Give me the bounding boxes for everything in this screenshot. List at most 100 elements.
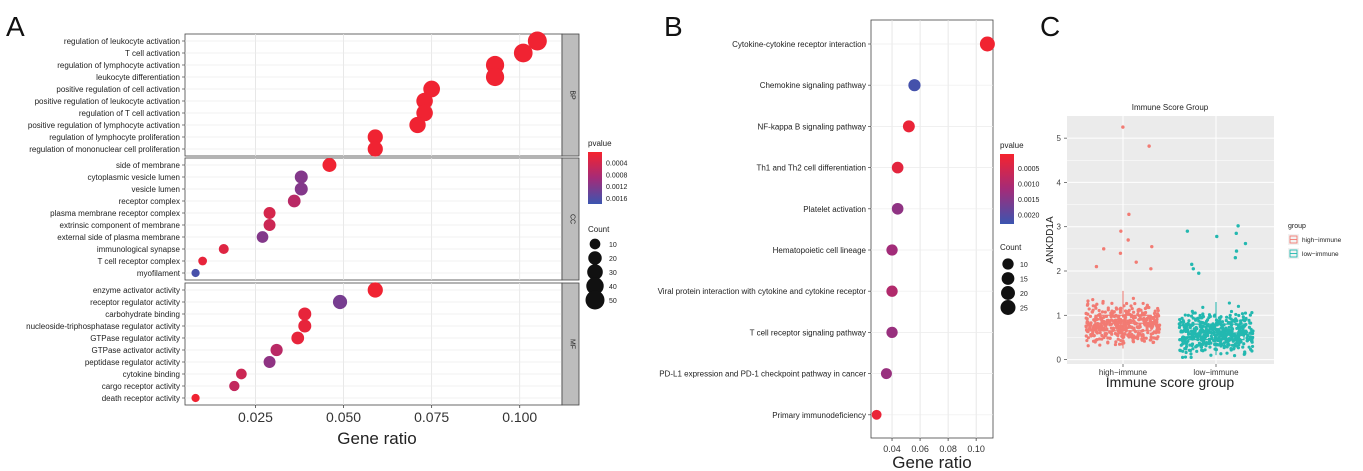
panel-c-point xyxy=(1191,347,1195,351)
panel-c-point xyxy=(1186,339,1190,343)
panel-a-colorbar-tick-label: 0.0008 xyxy=(606,172,628,179)
panel-c-point xyxy=(1142,339,1146,343)
panel-c-point xyxy=(1117,342,1122,346)
panel-c-point xyxy=(1154,319,1159,323)
panel-c-outlier-point xyxy=(1234,249,1239,253)
panel-c-y-tick-label: 3 xyxy=(1057,223,1062,232)
panel-c-point xyxy=(1129,319,1133,323)
panel-a-dot xyxy=(485,67,505,87)
panel-c-legend-label: low−immune xyxy=(1302,251,1339,258)
panel-a-colorbar-tick-label: 0.0016 xyxy=(606,196,628,203)
panel-a-dot xyxy=(263,219,276,231)
panel-c-point xyxy=(1104,333,1108,337)
panel-a-facet-mf: enzyme activator activity receptor regula… xyxy=(26,282,580,406)
panel-c-point xyxy=(1194,345,1198,349)
panel-a-term-label: T cell receptor complex xyxy=(97,257,180,266)
panel-c-point xyxy=(1235,326,1239,331)
panel-c-point xyxy=(1224,326,1228,330)
panel-a-size-legend-label: 40 xyxy=(609,284,617,291)
panel-c-point xyxy=(1187,319,1191,323)
panel-c-point xyxy=(1125,326,1129,330)
panel-c-point xyxy=(1229,348,1233,352)
panel-c-point xyxy=(1214,328,1218,332)
panel-c-point xyxy=(1238,319,1243,323)
panel-a-facet-label: MF xyxy=(569,339,576,349)
panel-c-point xyxy=(1227,325,1231,329)
panel-c-point xyxy=(1183,313,1187,317)
panel-c-y-axis-title: ANKDD1A xyxy=(1045,216,1056,264)
panel-a-dot xyxy=(409,116,426,134)
panel-c-point xyxy=(1143,311,1147,315)
panel-c-point xyxy=(1095,317,1100,321)
panel-c-point xyxy=(1179,343,1183,347)
panel-c-point xyxy=(1194,333,1198,337)
panel-c-point xyxy=(1182,320,1186,324)
panel-c-box xyxy=(1187,323,1245,341)
panel-c-point xyxy=(1204,342,1208,347)
panel-b-term-label: Th1 and Th2 cell differentiation xyxy=(756,164,866,173)
panel-c-point xyxy=(1114,306,1118,310)
panel-c-point xyxy=(1191,329,1196,334)
panel-b-dot xyxy=(908,79,921,92)
panel-c-point xyxy=(1142,319,1147,323)
panel-a-size-legend-label: 30 xyxy=(609,270,617,277)
panel-b-dot xyxy=(891,202,904,215)
panel-c-point xyxy=(1195,327,1199,331)
panel-c-legend-label: high−immune xyxy=(1302,237,1342,244)
panel-c-point xyxy=(1222,344,1226,348)
panel-c-point xyxy=(1084,328,1089,332)
panel-c-point xyxy=(1220,320,1225,324)
panel-a-size-legend-dot xyxy=(585,290,605,310)
panel-c-point xyxy=(1226,320,1230,325)
panel-a-dot xyxy=(263,356,276,368)
panel-b-x-tick-label: 0.06 xyxy=(911,444,929,454)
panel-a-colorbar-tick-label: 0.0004 xyxy=(606,160,628,167)
panel-c-point xyxy=(1249,335,1253,339)
panel-c-point xyxy=(1106,308,1110,312)
panel-c-point xyxy=(1206,334,1210,338)
panel-a-legend: pvalue 0.0004 0.0008 0.0012 0.0016 Count 10… xyxy=(585,139,628,310)
panel-a-term-label: vesicle lumen xyxy=(132,185,180,194)
panel-c-point xyxy=(1130,335,1134,339)
panel-c-point xyxy=(1139,308,1143,312)
panel-a-dot xyxy=(291,331,305,345)
panel-a-term-label: enzyme activator activity xyxy=(93,286,180,295)
panel-b-size-legend-dot xyxy=(1001,272,1015,285)
panel-c-outlier-point xyxy=(1118,251,1123,255)
panel-c-outlier-point xyxy=(1134,260,1138,264)
panel-b-dot xyxy=(880,368,892,380)
panel-c-point xyxy=(1133,301,1137,306)
panel-c-point xyxy=(1180,330,1185,334)
panel-c-outlier-point xyxy=(1236,224,1240,228)
panel-c-point xyxy=(1184,350,1188,355)
panel-c-point xyxy=(1232,318,1236,322)
panel-c-boxplot: Immune Score Group 0 1 2 3 4 5 high−immune low−… xyxy=(1045,103,1342,390)
panel-c-point xyxy=(1199,328,1203,332)
panel-a-term-label: extrinsic component of membrane xyxy=(60,221,181,230)
panel-a-facet-cc: side of membrane cytoplasmic vesicle lume… xyxy=(50,157,580,281)
panel-a-size-legend-label: 50 xyxy=(609,298,617,305)
panel-c-point xyxy=(1141,301,1145,306)
panel-c-point xyxy=(1157,330,1161,334)
panel-b-colorbar xyxy=(1000,154,1014,224)
panel-b-term-label: Chemokine signaling pathway xyxy=(760,81,866,90)
panel-a-colorbar xyxy=(588,152,602,204)
panel-c-point xyxy=(1156,308,1160,313)
panel-b-dot xyxy=(979,36,995,52)
panel-b-size-legend-label: 20 xyxy=(1020,291,1028,298)
panel-c-point xyxy=(1193,317,1198,321)
panel-c-point xyxy=(1244,330,1248,334)
panel-c-point xyxy=(1130,307,1134,311)
panel-c-point xyxy=(1240,329,1244,333)
panel-c-outlier-point xyxy=(1147,144,1151,148)
panel-a-x-axis-title: Gene ratio xyxy=(337,429,416,448)
panel-c-point xyxy=(1234,312,1238,317)
panel-c-point xyxy=(1230,327,1235,331)
panel-b-colorbar-tick-label: 0.0015 xyxy=(1018,197,1040,204)
panel-b-term-label: Primary immunodeficiency xyxy=(772,411,866,420)
panel-c-point xyxy=(1105,327,1109,331)
panel-b-size-legend-dot xyxy=(1001,286,1015,300)
panel-c-point xyxy=(1213,336,1218,340)
panel-c-point xyxy=(1233,342,1237,346)
